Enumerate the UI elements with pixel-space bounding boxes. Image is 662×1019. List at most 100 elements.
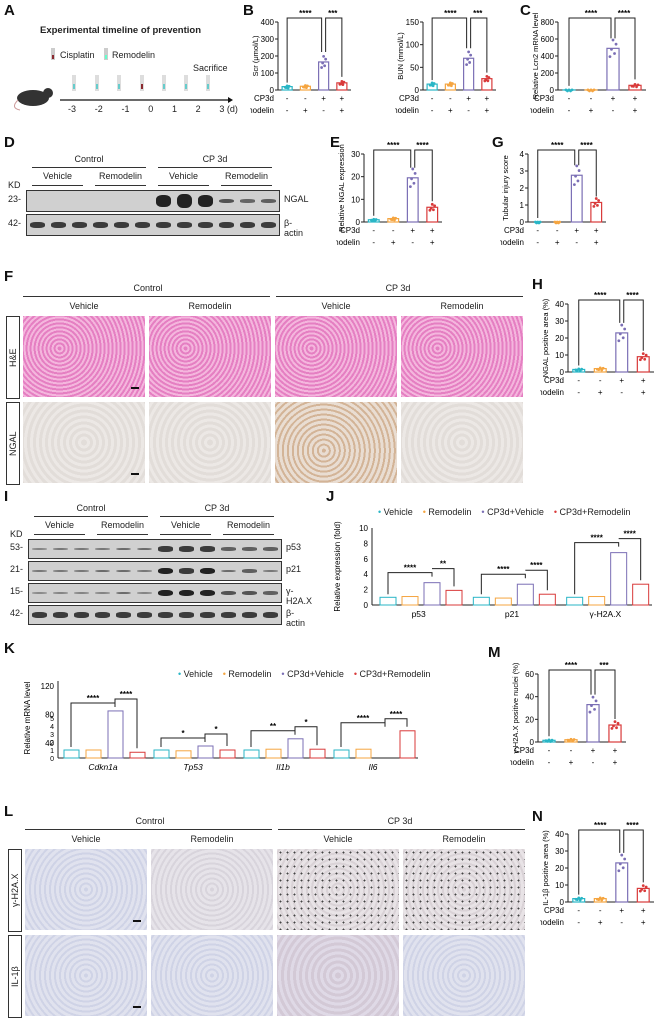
svg-text:0: 0 [270,86,275,95]
micrograph [277,849,399,930]
svg-text:4: 4 [520,150,525,159]
protein-label: p53 [286,542,302,552]
svg-text:200: 200 [261,52,275,61]
subgroup-label: Remodelin [226,520,271,530]
svg-text:+: + [598,918,603,927]
bar [586,703,600,743]
svg-text:-: - [612,106,615,115]
svg-text:Remodelin: Remodelin [336,238,360,247]
svg-text:****: **** [626,291,639,300]
protein-label: p21 [286,564,302,574]
chart-mrna-level: 40 80 120 0 1 2 3 4 5 Relative mRNA level Cdkn1a **… [8,650,428,785]
svg-text:1: 1 [520,201,525,210]
svg-text:3: 3 [50,732,54,739]
panel-letter-e: E [330,134,341,151]
svg-text:***: *** [473,9,483,18]
svg-text:30: 30 [555,847,564,856]
micrograph [151,849,273,930]
micrograph [401,316,523,397]
svg-text:200: 200 [541,69,555,78]
panel-letter-m: M [488,644,501,661]
svg-text:****: **** [299,9,312,18]
svg-text:****: **** [444,9,457,18]
svg-text:*: * [304,718,308,727]
svg-text:-: - [568,94,571,103]
svg-text:Relative Lcn2 mRNA level: Relative Lcn2 mRNA level [531,12,540,99]
svg-text:****: **** [87,694,100,703]
legend-item: • CP3d+Remodelin [553,507,631,517]
svg-text:+: + [321,94,326,103]
svg-text:Il1b: Il1b [276,762,290,772]
svg-text:Remodelin: Remodelin [530,106,554,115]
bar [615,862,629,903]
svg-text:+: + [619,906,624,915]
svg-text:2: 2 [520,184,525,193]
svg-text:CP3d: CP3d [254,94,274,103]
svg-text:-: - [536,238,539,247]
svg-text:****: **** [551,141,564,150]
svg-text:****: **** [387,141,400,150]
svg-text:Remodelin: Remodelin [540,918,564,927]
scale-bar [133,1006,141,1008]
group-label: Control [135,816,165,826]
kd-marker: 53- [10,542,24,552]
svg-text:-: - [322,106,325,115]
bar [318,61,330,91]
svg-text:CP3d: CP3d [544,906,564,915]
svg-text:-: - [592,758,595,767]
chart-ngal-expression: 0 10 20 30 Relative NGAL expression **** **** C… [322,140,446,275]
mouse-icon [17,90,49,106]
svg-text:300: 300 [261,35,275,44]
svg-text:+: + [619,376,624,385]
micrograph [151,935,273,1016]
svg-text:-: - [286,106,289,115]
panel-letter-g: G [492,134,504,151]
legend-item: • Remodelin [222,669,272,679]
svg-text:10: 10 [359,524,368,533]
svg-text:****: **** [623,530,636,539]
svg-text:Remodelin: Remodelin [250,106,274,115]
panel-letter-k: K [4,640,15,657]
subgroup-label: Vehicle [168,171,199,181]
bar [606,47,620,91]
legend-item: • Vehicle [378,507,413,517]
group-label: CP 3d [387,816,413,826]
subgroup-label: Vehicle [170,520,201,530]
subgroup-label: Remodelin [224,171,269,181]
svg-text:-: - [548,758,551,767]
svg-text:+: + [641,906,646,915]
subgroup-label: Vehicle [44,520,75,530]
blot-strip [28,539,282,559]
svg-text:150: 150 [406,18,420,27]
svg-text:NGAL positive area (%): NGAL positive area (%) [541,298,550,377]
bar [570,174,583,223]
svg-text:400: 400 [541,52,555,61]
svg-text:-: - [577,388,580,397]
svg-text:Tp53: Tp53 [183,762,203,772]
svg-text:60: 60 [525,670,534,679]
svg-text:20: 20 [555,864,564,873]
subgroup-label: Remodelin [100,520,145,530]
svg-text:+: + [633,94,638,103]
micrograph [149,402,271,483]
svg-text:20: 20 [555,334,564,343]
svg-text:600: 600 [541,35,555,44]
svg-text:0: 0 [520,218,525,227]
kd-label: KD [8,180,21,190]
timeline-title: Experimental timeline of prevention [40,25,202,36]
svg-text:-: - [620,918,623,927]
subgroup-label: Remodelin [98,171,143,181]
svg-text:+: + [641,918,646,927]
svg-text:80: 80 [45,711,54,720]
bar [336,82,348,91]
svg-text:+: + [611,94,616,103]
svg-text:+: + [391,238,396,247]
svg-text:-: - [449,94,452,103]
scale-bar [131,387,139,389]
svg-text:0: 0 [415,86,420,95]
svg-text:Relative expression (fold): Relative expression (fold) [333,521,342,612]
blot-strip [26,214,280,236]
